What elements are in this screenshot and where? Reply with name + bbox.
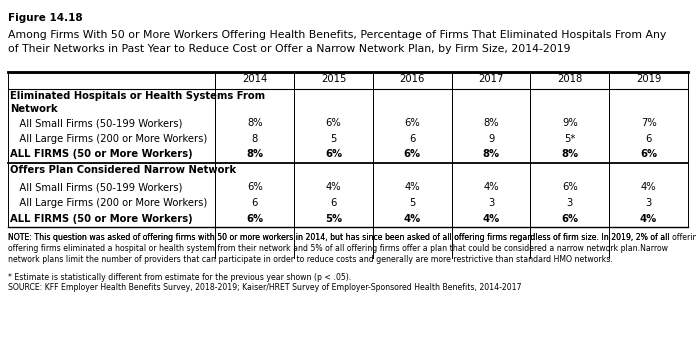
Text: 4%: 4%	[326, 182, 341, 193]
Text: 6: 6	[251, 198, 258, 208]
Text: 5*: 5*	[564, 134, 576, 144]
Text: All Small Firms (50-199 Workers): All Small Firms (50-199 Workers)	[10, 182, 182, 193]
Text: Among Firms With 50 or More Workers Offering Health Benefits, Percentage of Firm: Among Firms With 50 or More Workers Offe…	[8, 30, 666, 40]
Text: 6%: 6%	[562, 182, 578, 193]
Text: 6%: 6%	[326, 119, 342, 129]
Text: NOTE: This question was asked of offering firms with 50 or more workers in 2014,: NOTE: This question was asked of offerin…	[8, 233, 696, 241]
Text: 4%: 4%	[483, 182, 499, 193]
Text: 3: 3	[567, 198, 573, 208]
Text: * Estimate is statistically different from estimate for the previous year shown : * Estimate is statistically different fr…	[8, 272, 351, 282]
Text: 2019: 2019	[636, 74, 661, 85]
Text: 6: 6	[645, 134, 652, 144]
Text: All Small Firms (50-199 Workers): All Small Firms (50-199 Workers)	[10, 119, 182, 129]
Text: 2015: 2015	[321, 74, 346, 85]
Text: 8%: 8%	[483, 119, 499, 129]
Text: 6: 6	[331, 198, 337, 208]
Text: 7%: 7%	[641, 119, 656, 129]
Text: 6%: 6%	[325, 149, 342, 160]
Text: 2016: 2016	[400, 74, 425, 85]
Text: 6%: 6%	[247, 182, 262, 193]
Text: 5: 5	[409, 198, 416, 208]
Text: 6%: 6%	[640, 149, 657, 160]
Text: SOURCE: KFF Employer Health Benefits Survey, 2018-2019; Kaiser/HRET Survey of Em: SOURCE: KFF Employer Health Benefits Sur…	[8, 282, 521, 292]
Text: 8%: 8%	[482, 149, 500, 160]
Text: 4%: 4%	[404, 182, 420, 193]
Text: All Large Firms (200 or More Workers): All Large Firms (200 or More Workers)	[10, 134, 207, 144]
Text: NOTE: This question was asked of offering firms with 50 or more workers in 2014,: NOTE: This question was asked of offerin…	[8, 233, 670, 264]
Text: 5%: 5%	[325, 213, 342, 223]
Text: of Their Networks in Past Year to Reduce Cost or Offer a Narrow Network Plan, by: of Their Networks in Past Year to Reduce…	[8, 44, 571, 55]
Text: 2018: 2018	[557, 74, 583, 85]
Text: 5: 5	[331, 134, 337, 144]
Text: Figure 14.18: Figure 14.18	[8, 13, 83, 23]
Text: 9: 9	[488, 134, 494, 144]
Text: Eliminated Hospitals or Health Systems From: Eliminated Hospitals or Health Systems F…	[10, 91, 265, 101]
Text: 2014: 2014	[242, 74, 267, 85]
Text: 8: 8	[252, 134, 258, 144]
Text: All Large Firms (200 or More Workers): All Large Firms (200 or More Workers)	[10, 198, 207, 208]
Text: ALL FIRMS (50 or More Workers): ALL FIRMS (50 or More Workers)	[10, 149, 193, 160]
Text: 6%: 6%	[404, 149, 421, 160]
Text: 6%: 6%	[246, 213, 263, 223]
Text: 6%: 6%	[561, 213, 578, 223]
Text: 6%: 6%	[404, 119, 420, 129]
Text: 4%: 4%	[482, 213, 500, 223]
Text: 6: 6	[409, 134, 416, 144]
Text: 4%: 4%	[641, 182, 656, 193]
Text: 9%: 9%	[562, 119, 578, 129]
Text: 4%: 4%	[640, 213, 657, 223]
Text: 8%: 8%	[561, 149, 578, 160]
Text: 8%: 8%	[246, 149, 263, 160]
Text: Offers Plan Considered Narrow Network: Offers Plan Considered Narrow Network	[10, 165, 236, 175]
Text: 3: 3	[645, 198, 651, 208]
Text: 2017: 2017	[478, 74, 504, 85]
Text: 4%: 4%	[404, 213, 421, 223]
Text: 8%: 8%	[247, 119, 262, 129]
Text: Network: Network	[10, 104, 58, 114]
Text: 3: 3	[488, 198, 494, 208]
Text: ALL FIRMS (50 or More Workers): ALL FIRMS (50 or More Workers)	[10, 213, 193, 223]
